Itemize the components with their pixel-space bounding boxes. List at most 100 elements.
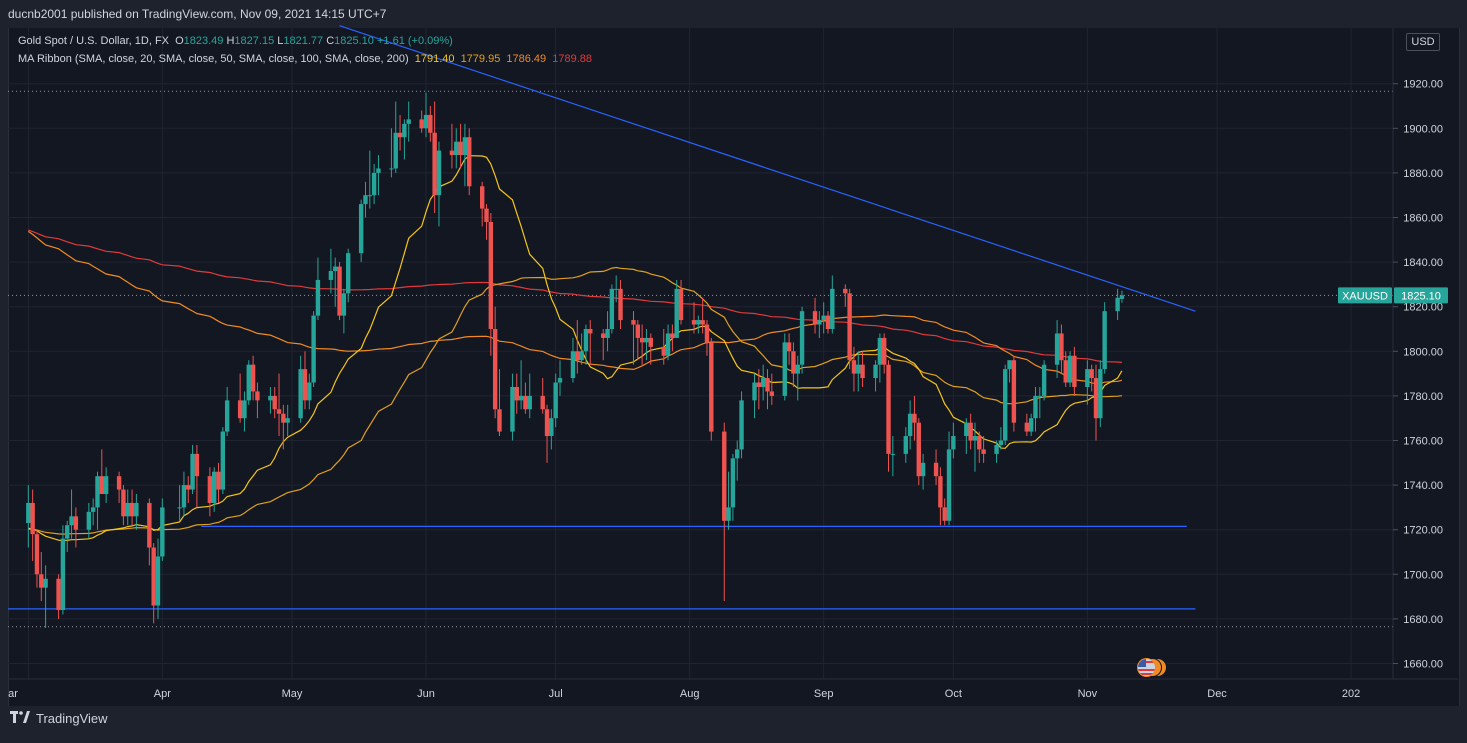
- candle: [786, 333, 792, 365]
- currency-button[interactable]: USD: [1406, 33, 1440, 51]
- candle: [1037, 386, 1043, 419]
- legend-ohlc-line: Gold Spot / U.S. Dollar, 1D, FX O1823.49…: [18, 35, 453, 47]
- candle-body: [881, 337, 887, 365]
- candle-body: [631, 320, 636, 325]
- candle-body: [337, 266, 342, 316]
- candle: [609, 284, 615, 334]
- candle: [129, 489, 135, 526]
- y-tick-label: 1660.00: [1403, 659, 1443, 671]
- candle-body: [890, 453, 896, 455]
- candle-body: [998, 440, 1004, 445]
- candle: [605, 311, 610, 352]
- ma-ribbon-title[interactable]: MA Ribbon (SMA, close, 20, SMA, close, 5…: [18, 53, 409, 65]
- candle: [250, 355, 256, 401]
- candle: [211, 467, 217, 512]
- candle-body: [237, 400, 243, 419]
- candle-body: [691, 320, 697, 325]
- candle-body: [1063, 360, 1068, 383]
- candle-body: [756, 382, 762, 387]
- candle: [276, 373, 282, 437]
- candle-body: [432, 132, 437, 196]
- candle-body: [791, 351, 796, 374]
- candle: [549, 409, 554, 450]
- candle-body: [1085, 369, 1090, 387]
- candle-body: [160, 507, 165, 557]
- high-value: 1827.15: [234, 35, 275, 47]
- candle-body: [86, 511, 92, 530]
- candle: [933, 449, 939, 486]
- candle-body: [147, 502, 152, 548]
- candle: [428, 106, 433, 142]
- candle-body: [371, 172, 377, 196]
- candle-body: [1102, 311, 1107, 370]
- candle-body: [43, 578, 48, 588]
- candle: [363, 181, 368, 218]
- candle: [583, 324, 589, 365]
- candle-body: [946, 449, 952, 521]
- candle-body: [220, 431, 226, 490]
- candle: [367, 150, 373, 209]
- candle-body: [951, 436, 956, 450]
- candle-body: [345, 253, 351, 294]
- candle: [345, 248, 351, 303]
- candle: [402, 119, 407, 160]
- candle-body: [376, 168, 381, 173]
- candle: [69, 489, 74, 539]
- candle-body: [553, 382, 558, 419]
- candle: [99, 449, 105, 495]
- candle: [830, 275, 835, 334]
- price-tag-bg: [1394, 287, 1448, 304]
- candle-body: [860, 364, 865, 379]
- tradingview-logo[interactable]: TradingView: [10, 711, 108, 726]
- candle-body: [514, 386, 519, 401]
- candle-body: [246, 364, 251, 401]
- candle-body: [341, 293, 347, 316]
- ma50-line: [28, 266, 1122, 535]
- candle: [116, 471, 122, 503]
- candle: [95, 471, 100, 530]
- candle: [696, 315, 701, 334]
- candle: [272, 386, 277, 419]
- candle-body: [311, 315, 316, 383]
- candle-body: [877, 337, 883, 365]
- candle: [726, 471, 731, 530]
- candle: [704, 320, 710, 356]
- candle-body: [116, 476, 122, 490]
- candle: [730, 453, 736, 521]
- y-tick-label: 1680.00: [1403, 614, 1443, 626]
- candle-body: [644, 337, 649, 343]
- candle: [1024, 413, 1030, 437]
- ma100-value: 1786.49: [506, 53, 547, 65]
- candle-body: [207, 476, 213, 503]
- candle: [406, 101, 411, 142]
- candle-body: [825, 315, 831, 329]
- candle: [216, 462, 221, 503]
- y-tick-label: 1880.00: [1403, 168, 1443, 180]
- candle: [631, 311, 636, 365]
- candle: [1072, 346, 1077, 396]
- candle-body: [968, 422, 973, 441]
- candle: [1033, 386, 1038, 432]
- y-tick-label: 1840.00: [1403, 257, 1443, 269]
- candle-body: [56, 578, 61, 610]
- ma200-line: [28, 229, 1122, 363]
- candle-body: [570, 351, 576, 379]
- candle-body: [1011, 360, 1017, 423]
- candle-body: [1098, 369, 1103, 419]
- candle: [449, 123, 455, 169]
- economic-events-icon[interactable]: [1134, 657, 1176, 677]
- y-tick-label: 1800.00: [1403, 346, 1443, 358]
- candle-body: [60, 538, 66, 610]
- candle: [436, 141, 442, 227]
- candle: [691, 302, 697, 334]
- candle: [553, 373, 558, 428]
- candle-body: [933, 462, 939, 477]
- candle-body: [635, 324, 641, 338]
- symbol-title[interactable]: Gold Spot / U.S. Dollar, 1D, FX: [18, 35, 170, 47]
- candle: [661, 329, 666, 365]
- candle-body: [488, 221, 494, 329]
- candle: [224, 386, 230, 437]
- last-price-tag: XAUUSD 1825.10: [1338, 287, 1448, 304]
- candle-body: [601, 333, 606, 338]
